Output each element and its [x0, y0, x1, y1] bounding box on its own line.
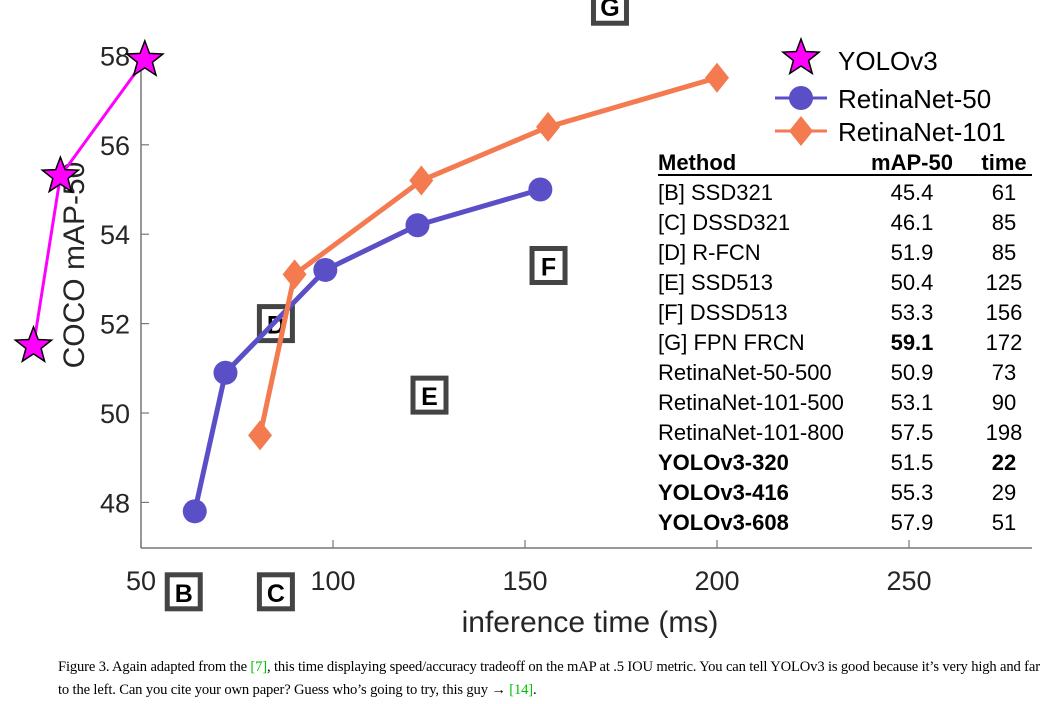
table-time: 73	[992, 360, 1016, 385]
retinanet-101-point	[282, 259, 307, 290]
method-marker-label: G	[600, 0, 619, 22]
y-axis-label: COCO mAP-50	[58, 162, 91, 369]
table-time: 51	[992, 510, 1016, 535]
table-map: 45.4	[891, 180, 934, 205]
method-marker-box	[410, 375, 449, 415]
legend-diamond-icon	[789, 116, 813, 146]
table-method: RetinaNet-101-800	[658, 420, 844, 445]
table-method: [D] R-FCN	[658, 240, 761, 265]
method-marker-label: F	[541, 253, 556, 281]
table-header: time	[981, 150, 1026, 175]
table-time: 172	[986, 330, 1023, 355]
y-tick-label: 54	[100, 220, 130, 250]
table-method: [B] SSD321	[658, 180, 773, 205]
retinanet-50-point	[405, 213, 430, 238]
table-map: 57.5	[891, 420, 934, 445]
table-time: 29	[992, 480, 1016, 505]
y-tick-label: 56	[100, 131, 130, 161]
method-marker-label: E	[421, 383, 438, 411]
table-method: YOLOv3-320	[658, 450, 789, 475]
x-tick-label: 50	[126, 566, 156, 596]
table-method: YOLOv3-608	[658, 510, 789, 535]
method-marker-label: B	[175, 580, 193, 608]
table-map: 59.1	[891, 330, 934, 355]
method-marker-label: C	[267, 580, 285, 608]
x-tick-label: 100	[310, 566, 355, 596]
speed-accuracy-chart: inference time (ms) COCO mAP-50 50 100 150…	[13, 0, 1032, 639]
y-tick-label: 52	[100, 310, 130, 340]
retinanet-101-point	[705, 62, 729, 93]
citation-link[interactable]: [7]	[250, 659, 267, 675]
x-axis-label: inference time (ms)	[462, 606, 719, 639]
method-marker-box	[529, 245, 568, 285]
table-time: 156	[986, 300, 1023, 325]
table-map: 50.4	[891, 270, 934, 295]
legend-label: YOLOv3	[838, 46, 938, 76]
legend-label: RetinaNet-101	[838, 117, 1006, 147]
retinanet-101-point	[248, 420, 273, 451]
y-tick-label: 58	[100, 41, 130, 71]
series-line-retinanet-101	[257, 75, 718, 436]
table-method: [F] DSSD513	[658, 300, 788, 325]
table-time: 85	[992, 210, 1016, 235]
legend-star-icon	[780, 36, 822, 76]
table-header: Method	[658, 150, 736, 175]
method-marker-box	[590, 0, 629, 26]
legend-circle-icon	[789, 86, 813, 110]
caption-text: , this time displaying speed/accuracy tr…	[58, 659, 1040, 698]
table-map: 50.9	[891, 360, 934, 385]
table-time: 85	[992, 240, 1016, 265]
retinanet-50-point	[313, 257, 338, 282]
retinanet-101-point	[409, 165, 434, 196]
method-marker-box	[164, 572, 203, 612]
retinanet-101-point	[536, 111, 561, 142]
citation-link[interactable]: [14]	[509, 682, 534, 698]
caption-text: Figure 3. Again adapted from the	[58, 659, 251, 675]
method-marker-box	[256, 572, 295, 612]
x-tick-label: 200	[694, 566, 739, 596]
table-time: 198	[986, 420, 1023, 445]
table-header: mAP-50	[871, 150, 953, 175]
table-map: 51.5	[891, 450, 934, 475]
yolov3-point	[13, 324, 54, 364]
table-time: 61	[992, 180, 1016, 205]
table-map: 55.3	[891, 480, 934, 505]
yolov3-point	[40, 154, 81, 194]
series-line-retinanet-50	[192, 187, 542, 512]
table-method: RetinaNet-50-500	[658, 360, 832, 385]
figure-caption: Figure 3. Again adapted from the [7], th…	[58, 656, 1048, 702]
table-time: 22	[992, 450, 1016, 475]
x-tick-label: 150	[502, 566, 547, 596]
table-map: 46.1	[891, 210, 934, 235]
x-tick-label: 250	[886, 566, 931, 596]
table-time: 125	[986, 270, 1023, 295]
table-map: 57.9	[891, 510, 934, 535]
caption-text: .	[533, 682, 537, 698]
retinanet-50-point	[213, 360, 238, 385]
yolov3-point	[124, 38, 165, 77]
retinanet-50-point	[528, 177, 553, 202]
table-method: YOLOv3-416	[658, 480, 789, 505]
table-time: 90	[992, 390, 1016, 415]
retinanet-50-point	[182, 499, 207, 524]
y-tick-label: 48	[100, 488, 130, 518]
table-method: [G] FPN FRCN	[658, 330, 805, 355]
table-map: 51.9	[891, 240, 934, 265]
y-tick-label: 50	[100, 399, 130, 429]
table-map: 53.1	[891, 390, 934, 415]
table-method: [E] SSD513	[658, 270, 773, 295]
table-method: [C] DSSD321	[658, 210, 790, 235]
legend-label: RetinaNet-50	[838, 84, 991, 114]
table-method: RetinaNet-101-500	[658, 390, 844, 415]
table-map: 53.3	[891, 300, 934, 325]
